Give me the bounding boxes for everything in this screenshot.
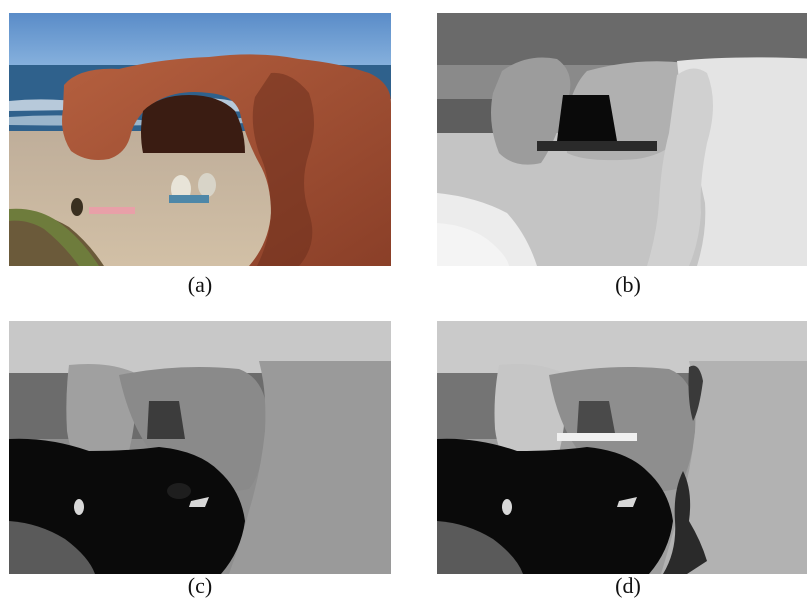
caption-c: (c) bbox=[187, 573, 213, 598]
person-3 bbox=[71, 198, 83, 216]
segmentation-map bbox=[9, 321, 391, 574]
beach-chair bbox=[169, 195, 209, 203]
caption-d: (d) bbox=[615, 573, 641, 598]
segmentation-panel bbox=[9, 321, 391, 574]
caption-a: (a) bbox=[187, 272, 213, 297]
caption-b: (b) bbox=[615, 272, 641, 297]
arch-opening bbox=[141, 95, 245, 153]
segmentation-panel bbox=[437, 13, 807, 266]
towel bbox=[89, 207, 135, 214]
grass bbox=[9, 208, 99, 266]
segmentation-map bbox=[437, 321, 807, 574]
rock-shadow bbox=[252, 72, 314, 266]
person-2 bbox=[198, 173, 216, 197]
beach-arch-photo bbox=[9, 13, 391, 266]
photo-panel bbox=[9, 13, 391, 266]
segmentation-map bbox=[437, 13, 807, 266]
segmentation-panel bbox=[437, 321, 807, 574]
